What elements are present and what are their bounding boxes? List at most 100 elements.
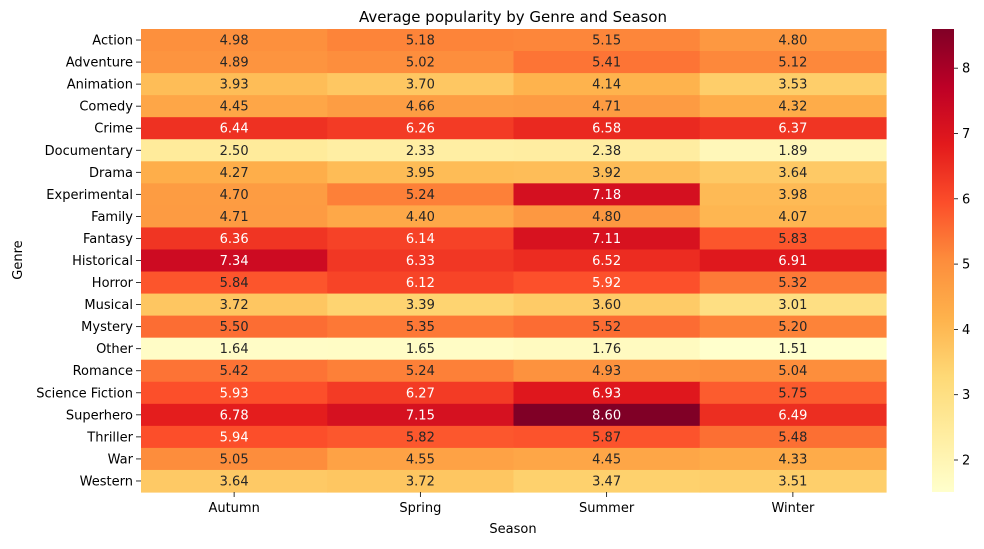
heatmap-cell bbox=[699, 425, 887, 449]
heatmap-cell bbox=[699, 403, 887, 427]
heatmap-cell bbox=[513, 73, 701, 96]
heatmap-cell bbox=[327, 227, 515, 251]
heatmap-cell bbox=[327, 403, 515, 427]
cell-value-label: 3.92 bbox=[592, 166, 621, 181]
cell-value-label: 4.14 bbox=[592, 78, 621, 93]
heatmap-cell bbox=[513, 403, 701, 427]
heatmap-cell bbox=[327, 315, 515, 339]
cell-value-label: 5.24 bbox=[406, 188, 435, 203]
heatmap-cell bbox=[141, 227, 328, 251]
cell-value-label: 4.71 bbox=[592, 100, 621, 115]
cell-value-label: 1.64 bbox=[220, 342, 249, 357]
heatmap-cell bbox=[327, 271, 515, 295]
y-tick-label: Mystery bbox=[81, 320, 133, 335]
heatmap-cell bbox=[513, 227, 701, 251]
cell-value-label: 2.33 bbox=[406, 144, 435, 159]
y-tick-label: Romance bbox=[73, 364, 133, 379]
y-tick-label: Drama bbox=[89, 166, 133, 181]
heatmap-cell bbox=[327, 293, 515, 317]
cell-value-label: 4.32 bbox=[778, 100, 807, 115]
cell-value-label: 6.37 bbox=[778, 122, 807, 137]
heatmap-cell bbox=[513, 249, 701, 273]
y-tick-label: Family bbox=[91, 210, 133, 225]
heatmap-cell bbox=[699, 205, 887, 229]
cell-value-label: 6.91 bbox=[778, 254, 807, 269]
cell-value-label: 4.45 bbox=[220, 100, 249, 115]
x-tick-label: Winter bbox=[771, 501, 815, 516]
x-tick-label: Summer bbox=[579, 501, 635, 516]
cell-value-label: 4.55 bbox=[406, 452, 435, 467]
cell-value-label: 4.80 bbox=[778, 34, 807, 49]
heatmap-cell bbox=[513, 95, 701, 118]
cell-value-label: 4.33 bbox=[778, 452, 807, 467]
cell-value-label: 5.93 bbox=[220, 386, 249, 401]
cell-value-label: 5.02 bbox=[406, 56, 435, 71]
heatmap-cells bbox=[141, 29, 887, 493]
heatmap-cell bbox=[327, 425, 515, 449]
heatmap-cell bbox=[699, 293, 887, 317]
cell-value-label: 3.53 bbox=[778, 78, 807, 93]
cell-value-label: 4.70 bbox=[220, 188, 249, 203]
heatmap-cell-labels: 4.98 5.18 5.15 4.80 4.89 5.02 5.41 5.12 3.93 3.70… bbox=[220, 34, 808, 490]
y-tick-label: Musical bbox=[84, 298, 133, 313]
cell-value-label: 5.15 bbox=[592, 34, 621, 49]
cell-value-label: 6.33 bbox=[406, 254, 435, 269]
y-tick-label: Documentary bbox=[45, 144, 134, 159]
y-tick-label: Comedy bbox=[79, 100, 133, 115]
cell-value-label: 6.52 bbox=[592, 254, 621, 269]
heatmap-cell bbox=[513, 29, 701, 52]
cell-value-label: 6.44 bbox=[220, 122, 249, 137]
cell-value-label: 5.82 bbox=[406, 430, 435, 445]
cell-value-label: 5.05 bbox=[220, 452, 249, 467]
cell-value-label: 5.12 bbox=[778, 56, 807, 71]
heatmap-cell bbox=[327, 73, 515, 96]
cell-value-label: 5.35 bbox=[406, 320, 435, 335]
cell-value-label: 7.11 bbox=[592, 232, 621, 247]
y-tick-label: Western bbox=[80, 474, 133, 489]
cell-value-label: 5.87 bbox=[592, 430, 621, 445]
heatmap-cell bbox=[513, 183, 701, 206]
y-tick-label: Experimental bbox=[46, 188, 133, 203]
heatmap-cell bbox=[513, 469, 701, 493]
heatmap-cell bbox=[141, 117, 328, 140]
cell-value-label: 4.40 bbox=[406, 210, 435, 225]
heatmap-cell bbox=[327, 381, 515, 405]
cell-value-label: 1.89 bbox=[778, 144, 807, 159]
heatmap-cell bbox=[141, 51, 328, 74]
heatmap-cell bbox=[327, 205, 515, 229]
cell-value-label: 4.98 bbox=[220, 34, 249, 49]
cell-value-label: 4.07 bbox=[778, 210, 807, 225]
heatmap-cell bbox=[513, 271, 701, 295]
heatmap-cell bbox=[699, 447, 887, 471]
cell-value-label: 5.94 bbox=[220, 430, 249, 445]
heatmap-cell bbox=[141, 161, 328, 184]
cell-value-label: 5.92 bbox=[592, 276, 621, 291]
heatmap-cell bbox=[327, 447, 515, 471]
heatmap-cell bbox=[141, 139, 328, 162]
heatmap-cell bbox=[513, 359, 701, 383]
heatmap-cell bbox=[699, 73, 887, 96]
heatmap-cell bbox=[327, 469, 515, 493]
heatmap-cell bbox=[141, 469, 328, 493]
heatmap-cell bbox=[513, 293, 701, 317]
heatmap-cell bbox=[699, 117, 887, 140]
x-tick-label: Autumn bbox=[208, 501, 259, 516]
cell-value-label: 6.49 bbox=[778, 408, 807, 423]
heatmap-cell bbox=[327, 29, 515, 52]
heatmap-cell bbox=[141, 447, 328, 471]
cell-value-label: 3.64 bbox=[220, 474, 249, 489]
heatmap-cell bbox=[141, 381, 328, 405]
cell-value-label: 4.71 bbox=[220, 210, 249, 225]
heatmap-cell bbox=[699, 29, 887, 52]
heatmap-cell bbox=[513, 315, 701, 339]
heatmap-cell bbox=[141, 293, 328, 317]
heatmap-cell bbox=[327, 359, 515, 383]
heatmap-cell bbox=[327, 161, 515, 184]
cell-value-label: 6.58 bbox=[592, 122, 621, 137]
cell-value-label: 3.47 bbox=[592, 474, 621, 489]
cell-value-label: 2.50 bbox=[220, 144, 249, 159]
cell-value-label: 5.20 bbox=[778, 320, 807, 335]
heatmap-cell bbox=[141, 425, 328, 449]
